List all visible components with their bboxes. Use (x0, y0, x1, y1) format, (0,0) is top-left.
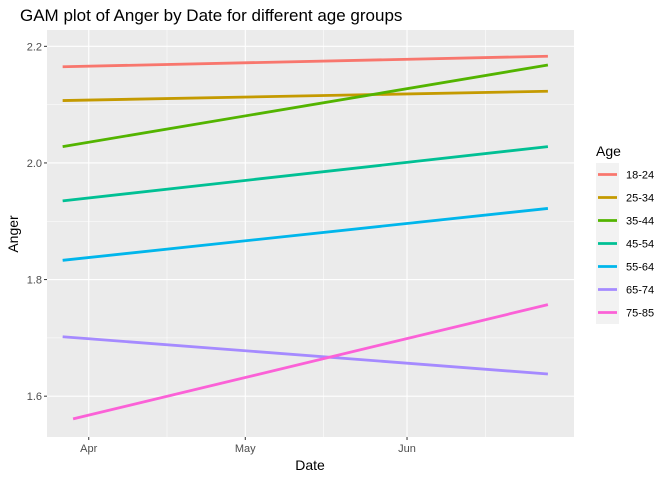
legend-label: 35-44 (626, 216, 654, 228)
legend-label: 65-74 (626, 285, 654, 297)
x-axis: Apr May Jun (80, 437, 416, 455)
series-line-18-24 (62, 54, 548, 69)
legend: Age 18-24 25-34 35-44 45-54 55-64 65-74 75-85 (596, 143, 654, 324)
legend-label: 55-64 (626, 262, 654, 274)
x-tick-label: Jun (398, 443, 416, 455)
legend-title: Age (596, 143, 621, 159)
legend-label: 18-24 (626, 170, 654, 182)
y-tick-label: 1.8 (27, 275, 42, 287)
series-line-75-85 (72, 303, 549, 421)
series-line-45-54 (62, 145, 549, 203)
chart-title: GAM plot of Anger by Date for different … (20, 6, 402, 25)
series-line-55-64 (62, 207, 549, 262)
x-axis-title: Date (295, 457, 325, 473)
series-line-65-74 (62, 335, 549, 376)
legend-label: 25-34 (626, 193, 654, 205)
series-line-25-34 (62, 89, 548, 102)
y-tick-label: 1.6 (27, 391, 42, 403)
y-tick-label: 2.0 (27, 158, 42, 170)
x-tick-label: Apr (80, 443, 97, 455)
grid-major (47, 30, 574, 437)
x-tick-label: May (235, 443, 256, 455)
series-line-35-44 (62, 63, 549, 149)
legend-label: 45-54 (626, 239, 654, 251)
series-lines (62, 54, 549, 421)
y-tick-label: 2.2 (27, 41, 42, 53)
y-axis: 1.6 1.8 2.0 2.2 (27, 41, 47, 403)
y-axis-title: Anger (5, 215, 21, 253)
legend-label: 75-85 (626, 308, 654, 320)
